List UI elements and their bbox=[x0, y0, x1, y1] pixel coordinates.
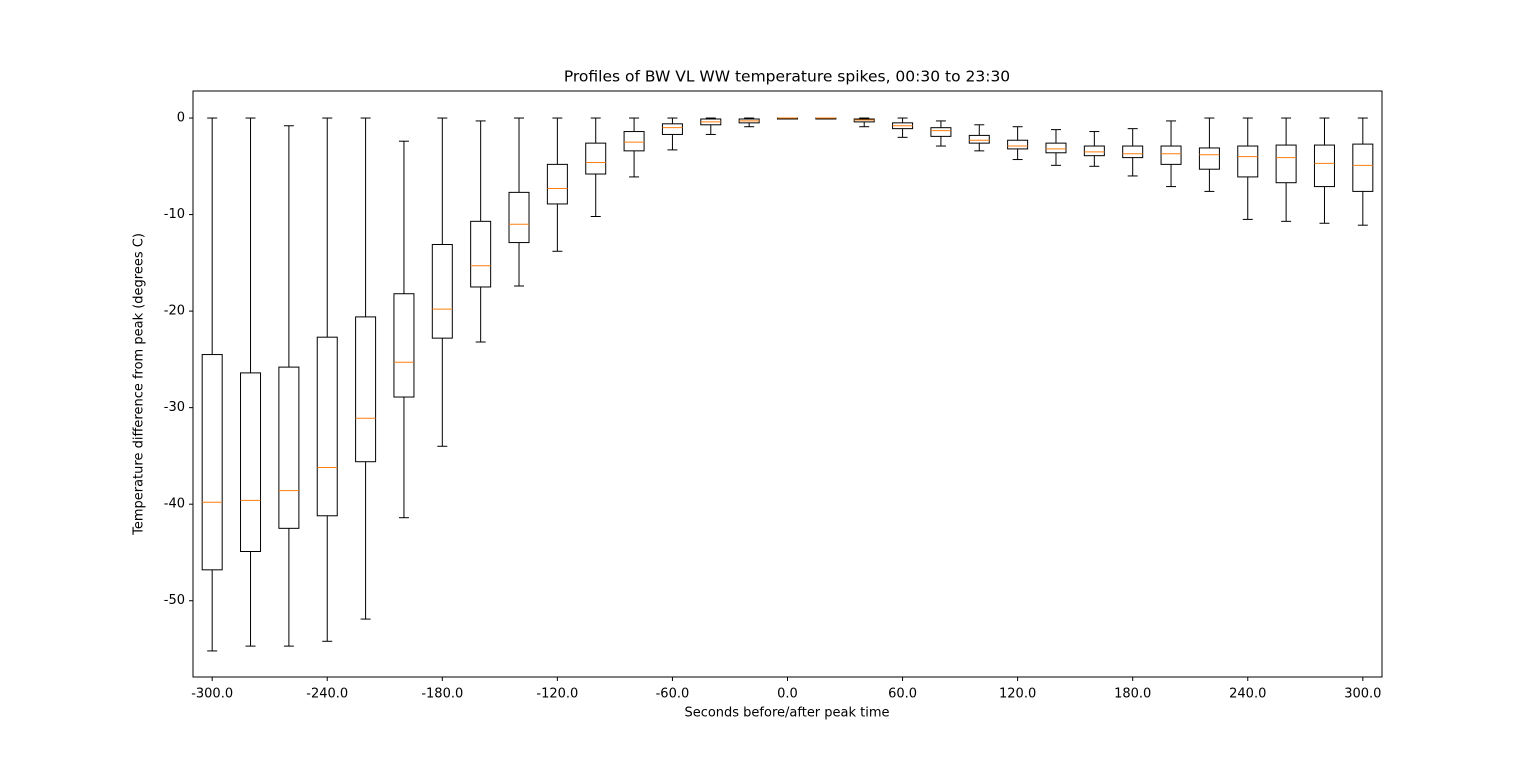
x-tick-label: 120.0 bbox=[999, 687, 1036, 702]
box bbox=[1122, 145, 1144, 159]
y-tick-label: 0 bbox=[177, 111, 185, 126]
chart-title: Profiles of BW VL WW temperature spikes,… bbox=[564, 68, 1010, 86]
y-tick-label: -20 bbox=[164, 304, 185, 319]
x-tick-label: -60.0 bbox=[656, 687, 690, 702]
box bbox=[1237, 145, 1259, 178]
box bbox=[930, 127, 952, 137]
x-tick-label: -240.0 bbox=[306, 687, 348, 702]
box bbox=[1160, 145, 1182, 165]
x-tick-label: -180.0 bbox=[421, 687, 463, 702]
box bbox=[278, 366, 300, 529]
plot-frame bbox=[192, 90, 1383, 678]
box bbox=[240, 372, 262, 552]
box bbox=[1083, 145, 1105, 157]
y-tick-label: -30 bbox=[164, 400, 185, 415]
x-tick-label: 240.0 bbox=[1229, 687, 1266, 702]
box bbox=[1313, 144, 1335, 188]
box bbox=[968, 134, 990, 144]
box bbox=[623, 131, 645, 152]
y-tick-label: -50 bbox=[164, 593, 185, 608]
x-tick-label: 0.0 bbox=[777, 687, 798, 702]
box bbox=[661, 123, 683, 135]
x-tick-label: -300.0 bbox=[191, 687, 233, 702]
box bbox=[393, 293, 415, 398]
box bbox=[431, 243, 453, 339]
box bbox=[1352, 143, 1374, 192]
box bbox=[1198, 147, 1220, 170]
box bbox=[470, 220, 492, 288]
box bbox=[355, 316, 377, 463]
y-tick-label: -40 bbox=[164, 497, 185, 512]
x-tick-label: 300.0 bbox=[1344, 687, 1381, 702]
y-axis-label: Temperature difference from peak (degree… bbox=[132, 233, 147, 536]
box bbox=[546, 163, 568, 205]
box bbox=[1275, 144, 1297, 184]
box bbox=[201, 354, 223, 571]
x-tick-label: -120.0 bbox=[536, 687, 578, 702]
box bbox=[316, 336, 338, 517]
y-tick-label: -10 bbox=[164, 207, 185, 222]
box bbox=[585, 142, 607, 175]
box bbox=[1045, 142, 1067, 154]
x-axis-label: Seconds before/after peak time bbox=[684, 706, 889, 721]
x-tick-label: 180.0 bbox=[1114, 687, 1151, 702]
box bbox=[508, 191, 530, 244]
box bbox=[1007, 139, 1029, 150]
x-tick-label: 60.0 bbox=[888, 687, 917, 702]
